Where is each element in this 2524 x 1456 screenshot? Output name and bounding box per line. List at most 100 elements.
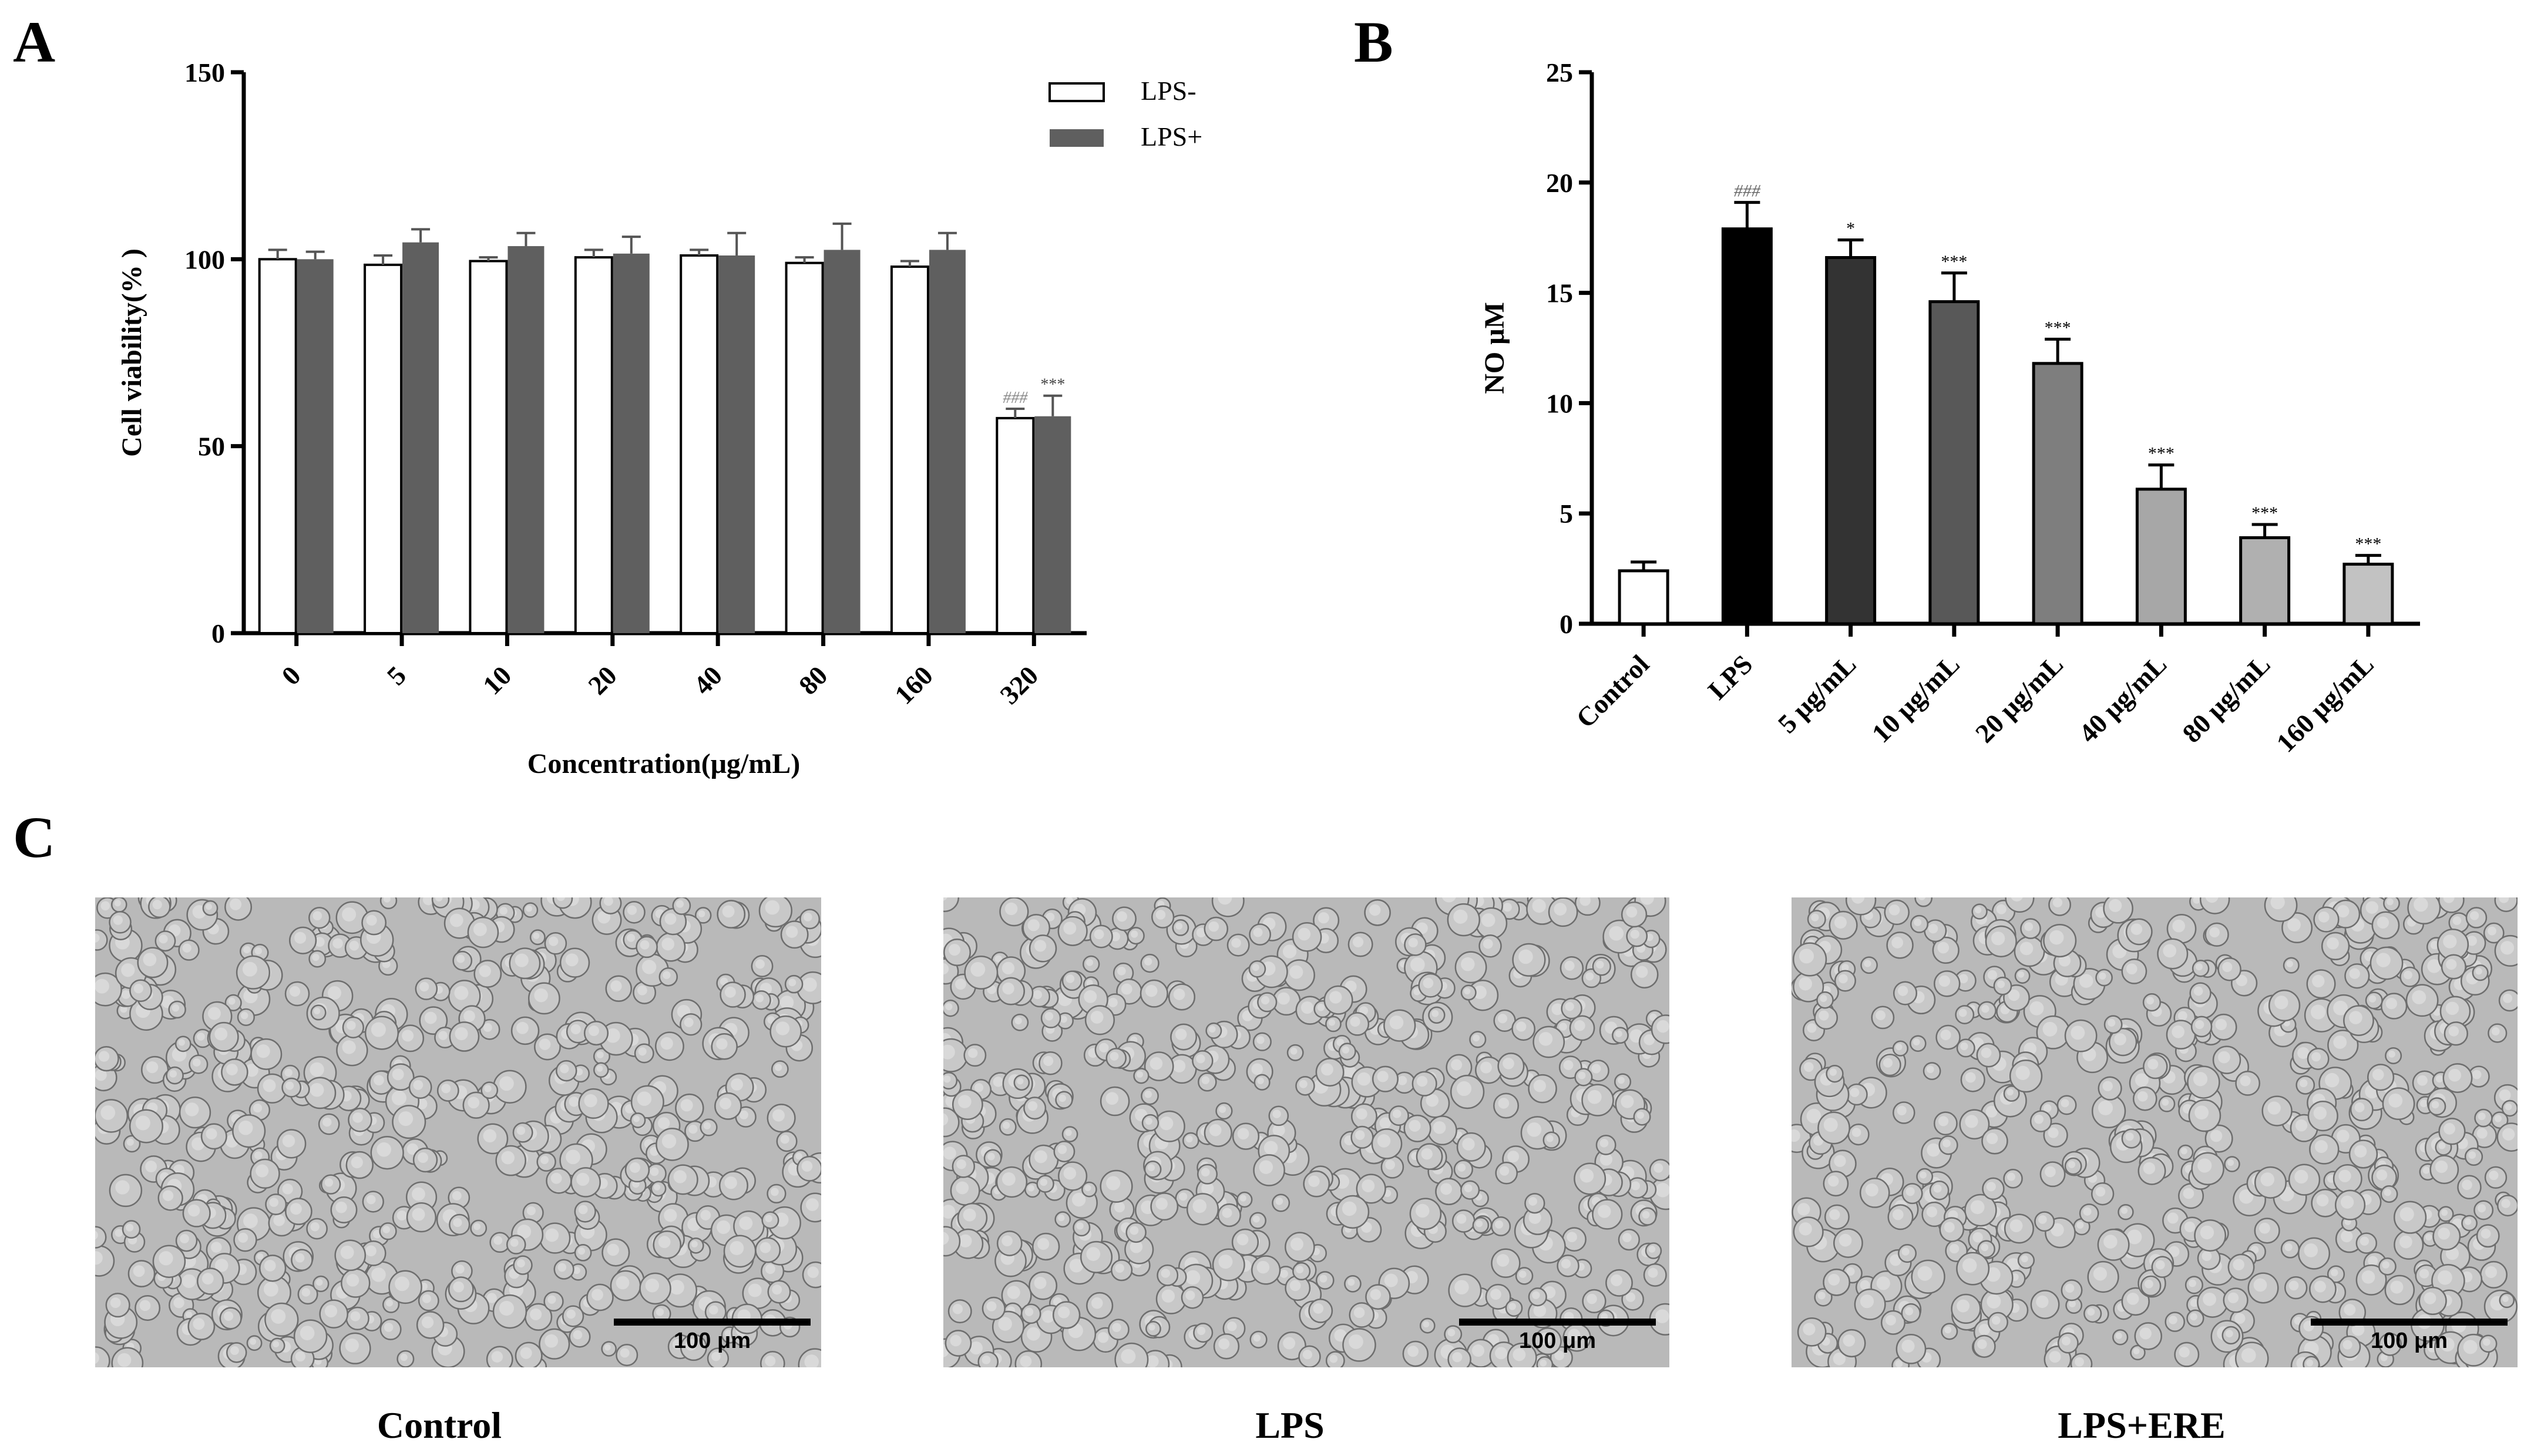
cell-highlight (340, 1245, 354, 1259)
cell-highlight (660, 1037, 673, 1050)
cell (1638, 1207, 1657, 1226)
cell (281, 1077, 302, 1098)
cell-highlight (2205, 897, 2219, 903)
cell (1561, 997, 1582, 1020)
cell (1036, 1175, 1054, 1193)
cell (2494, 934, 2518, 967)
x-tick-label: 0 (275, 660, 306, 691)
cell-highlight (324, 1304, 338, 1318)
cell-highlight (1192, 1199, 1207, 1213)
cell-highlight (1071, 1193, 1086, 1207)
cell (742, 1277, 774, 1309)
cell (1213, 1333, 1240, 1360)
cell (2488, 1023, 2508, 1043)
cell-highlight (2299, 1079, 2308, 1088)
cell-highlight (1601, 1313, 1608, 1320)
cell-highlight (2209, 927, 2220, 938)
cell-highlight (2274, 996, 2288, 1010)
cell-highlight (2036, 1295, 2049, 1308)
cell (448, 1186, 470, 1209)
cell-highlight (620, 1348, 630, 1358)
cell (493, 1070, 527, 1104)
cell-highlight (1653, 1163, 1663, 1173)
cell-highlight (2259, 1222, 2270, 1234)
cell-highlight (1001, 1172, 1016, 1186)
cell-highlight (1433, 1121, 1446, 1134)
cell-highlight (1290, 1238, 1303, 1251)
bar (2135, 487, 2187, 626)
cell-highlight (1219, 1105, 1226, 1113)
cell-highlight (1977, 1339, 1987, 1349)
cell-highlight (2018, 971, 2025, 978)
cell-highlight (1551, 1003, 1564, 1015)
cell (467, 916, 499, 949)
cell-highlight (801, 1161, 813, 1172)
cell-highlight (565, 953, 579, 967)
cell (1181, 1286, 1204, 1309)
cell (2468, 1065, 2490, 1088)
cell (1987, 1312, 2008, 1333)
cell (2496, 1122, 2518, 1152)
cell-highlight (456, 954, 465, 963)
cell (179, 1096, 211, 1129)
cell-texture (95, 897, 821, 1367)
cell (1887, 1204, 1914, 1230)
cell-highlight (1105, 1092, 1119, 1105)
cell-highlight (770, 1188, 779, 1196)
cell-highlight (413, 1080, 424, 1090)
bar-lpsminus (785, 261, 824, 634)
cell-highlight (2333, 1035, 2347, 1049)
cell-highlight (1516, 1021, 1527, 1032)
cell (1168, 983, 1196, 1011)
cell-highlight (1058, 1306, 1070, 1319)
cell-highlight (483, 1023, 492, 1032)
cell-highlight (1115, 1263, 1124, 1273)
cell (2103, 897, 2133, 924)
scale-bar (614, 1319, 811, 1326)
cell (2132, 1086, 2157, 1111)
cell-highlight (473, 1223, 480, 1230)
cell (1249, 923, 1271, 946)
cell-highlight (2087, 1308, 2095, 1316)
cell-highlight (804, 913, 812, 922)
cell (379, 897, 398, 910)
cell-highlight (1289, 1280, 1301, 1292)
cell (800, 1192, 821, 1223)
cell (1959, 1109, 1990, 1140)
cell (2499, 1292, 2515, 1309)
cell (1451, 1209, 1476, 1233)
cell (1923, 1062, 1941, 1080)
cell (202, 900, 219, 916)
cell-highlight (193, 1318, 205, 1330)
cell-highlight (1886, 1314, 1896, 1326)
cell-highlight (1897, 1105, 1907, 1116)
cell (388, 1270, 422, 1304)
cell (1971, 903, 1988, 920)
cell-highlight (115, 1180, 130, 1195)
cell (318, 1113, 340, 1135)
cell-highlight (2340, 1195, 2354, 1209)
cell (1475, 1056, 1503, 1084)
cell (1581, 1084, 1614, 1117)
cell-highlight (1546, 1135, 1554, 1142)
cell (1251, 1255, 1281, 1285)
cell-highlight (2344, 1304, 2356, 1316)
cell-highlight (419, 981, 429, 992)
cell-highlight (1117, 911, 1127, 922)
cell (720, 981, 746, 1008)
cell-highlight (1892, 1209, 1904, 1220)
cell (997, 977, 1025, 1006)
cell-highlight (1865, 1183, 1878, 1197)
cell-highlight (95, 1069, 107, 1081)
cell-highlight (570, 1024, 581, 1035)
cell (2384, 1275, 2415, 1306)
cell-highlight (2445, 1001, 2459, 1015)
cell-highlight (1564, 960, 1575, 971)
cell (2121, 1128, 2142, 1149)
cell-highlight (114, 899, 121, 907)
cell (2095, 969, 2113, 987)
cell-highlight (2435, 1160, 2448, 1173)
cell (1427, 1115, 1457, 1146)
cell (221, 1058, 248, 1086)
cell-highlight (349, 940, 359, 951)
